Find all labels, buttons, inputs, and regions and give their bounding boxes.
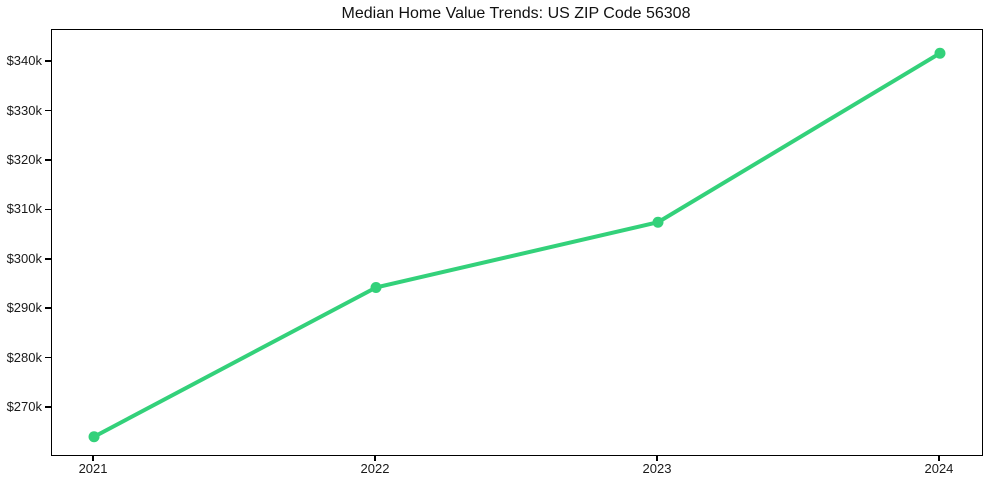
y-tick-mark — [45, 307, 51, 309]
y-tick-mark — [45, 109, 51, 112]
y-tick-label: $290k — [6, 300, 42, 316]
y-tick-label: $310k — [6, 201, 42, 217]
data-point-marker — [370, 281, 382, 293]
line-series-canvas — [88, 47, 946, 443]
x-tick-mark — [92, 455, 94, 461]
y-tick-label: $300k — [6, 250, 42, 266]
y-tick-mark — [45, 406, 51, 408]
y-tick-label: $320k — [6, 151, 42, 167]
x-tick-label: 2022 — [360, 461, 390, 476]
y-tick-mark — [45, 208, 51, 211]
y-tick-mark — [45, 258, 51, 260]
y-tick-mark — [45, 159, 51, 161]
y-tick-label: $330k — [6, 102, 42, 118]
x-tick-mark — [656, 455, 658, 461]
x-tick-label: 2021 — [78, 461, 108, 476]
x-tick-mark — [374, 455, 376, 461]
data-point-marker — [934, 47, 946, 59]
plot-area — [51, 29, 983, 456]
y-tick-label: $340k — [6, 53, 42, 69]
x-tick-label: 2023 — [642, 461, 672, 476]
y-tick-label: $270k — [6, 399, 42, 415]
x-tick-mark — [938, 455, 940, 461]
y-tick-mark — [45, 60, 51, 62]
y-tick-mark — [45, 356, 51, 359]
y-tick-label: $280k — [6, 349, 42, 365]
trend-line — [92, 51, 942, 439]
data-point-marker — [88, 431, 100, 443]
data-point-marker — [652, 216, 664, 228]
x-tick-label: 2024 — [924, 461, 954, 476]
chart-title: Median Home Value Trends: US ZIP Code 56… — [341, 5, 691, 22]
